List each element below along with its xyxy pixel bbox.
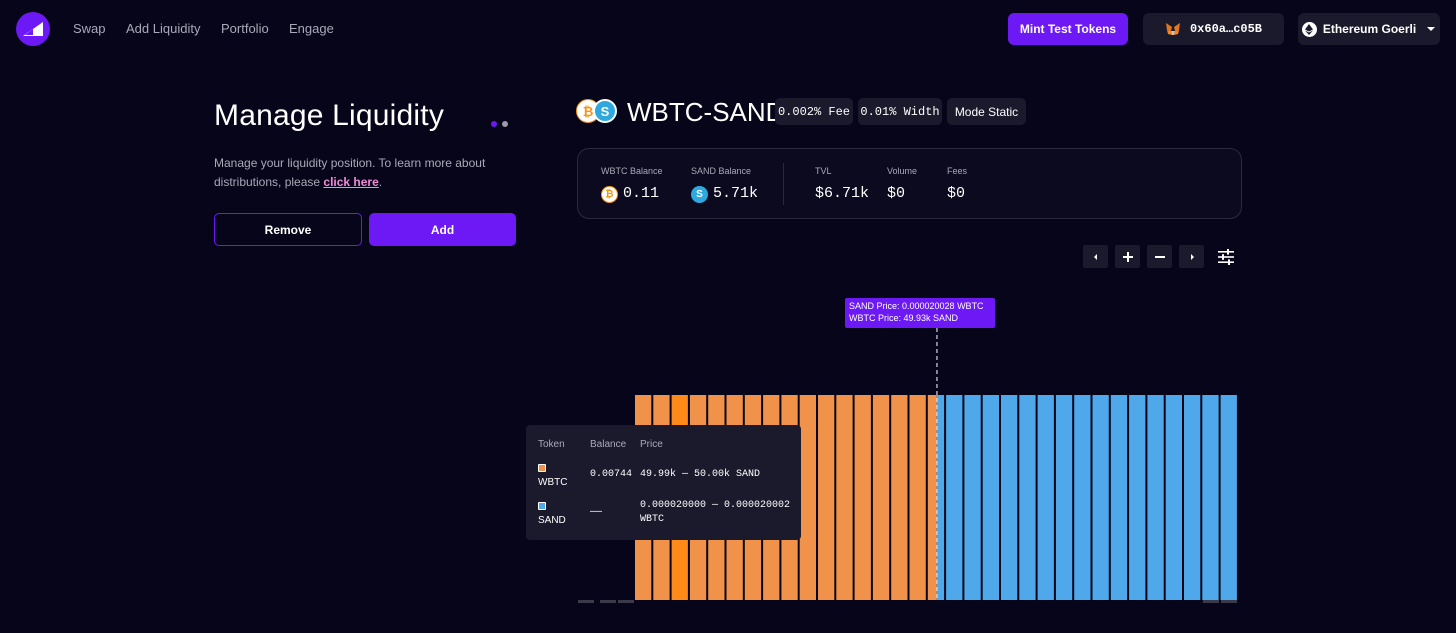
mode-badge: Mode Static bbox=[947, 98, 1026, 125]
sand-bin-bar bbox=[982, 395, 999, 600]
axis-tick bbox=[1221, 600, 1237, 603]
pool-stats-card: WBTC Balance ₿ 0.11 SAND Balance S 5.71k… bbox=[577, 148, 1242, 219]
description-text: Manage your liquidity position. To learn… bbox=[214, 156, 486, 189]
sand-price-text: SAND Price: 0.000020028 WBTC bbox=[849, 301, 984, 311]
wbtc-price-text: WBTC Price: 49.93k SAND bbox=[849, 313, 959, 323]
wbtc-bin-bar bbox=[818, 395, 835, 600]
sand-balance-label: SAND Balance bbox=[691, 166, 752, 176]
axis-tick bbox=[578, 600, 594, 603]
wbtc-bin-bar bbox=[872, 395, 890, 600]
wallet-address: 0x60a…c05B bbox=[1189, 22, 1262, 36]
sand-balance-value: 5.71k bbox=[713, 185, 759, 202]
tooltip-row-price: 49.99k — 50.00k SAND bbox=[640, 469, 761, 480]
stats-divider bbox=[783, 163, 784, 205]
minus-icon bbox=[1154, 255, 1165, 258]
width-badge: 0.01% Width bbox=[858, 98, 942, 125]
description-end: . bbox=[378, 175, 383, 189]
pair-token-icons: ₿ S bbox=[576, 99, 618, 125]
sand-icon: S bbox=[691, 186, 708, 203]
tooltip-row-balance: —— bbox=[590, 507, 603, 518]
wbtc-bin-bar bbox=[891, 395, 908, 600]
sand-bin-bar bbox=[964, 395, 981, 600]
add-button[interactable]: Add bbox=[369, 213, 516, 246]
axis-tick bbox=[600, 600, 616, 603]
sand-bin-bar bbox=[1074, 395, 1091, 600]
axis-tick bbox=[1203, 600, 1219, 603]
pan-right-button[interactable] bbox=[1179, 245, 1204, 268]
chevron-left-icon bbox=[1093, 253, 1097, 260]
tooltip-header-balance: Balance bbox=[590, 439, 627, 450]
sand-bin-bar bbox=[1165, 395, 1182, 600]
volume-value: $0 bbox=[887, 185, 906, 202]
tooltip-row-token: SAND bbox=[538, 515, 566, 526]
tooltip-row-token: WBTC bbox=[538, 477, 568, 488]
tooltip-header-price: Price bbox=[640, 439, 663, 450]
pair-title: WBTC-SAND bbox=[627, 97, 785, 127]
sand-bin-bar bbox=[1037, 395, 1054, 600]
sand-icon: S bbox=[593, 99, 617, 123]
fee-badge: 0.002% Fee bbox=[775, 98, 853, 125]
nav-add-liquidity[interactable]: Add Liquidity bbox=[126, 21, 201, 36]
fees-label: Fees bbox=[947, 166, 968, 176]
logo-icon bbox=[23, 22, 43, 36]
chevron-right-icon bbox=[1190, 253, 1194, 260]
axis-tick bbox=[618, 600, 634, 603]
wbtc-balance-value: 0.11 bbox=[623, 185, 660, 202]
page-title: Manage Liquidity bbox=[214, 99, 445, 132]
step-dot bbox=[502, 121, 508, 127]
tooltip-row-balance: 0.00744 bbox=[590, 469, 633, 480]
metamask-fox-icon bbox=[1165, 23, 1180, 35]
active-bin-sand-part bbox=[936, 395, 945, 600]
fees-value: $0 bbox=[947, 185, 966, 202]
active-bin-wbtc-part bbox=[927, 395, 937, 600]
sand-bin-bar bbox=[946, 395, 963, 600]
remove-button[interactable]: Remove bbox=[214, 213, 362, 246]
mint-test-tokens-button[interactable]: Mint Test Tokens bbox=[1008, 13, 1128, 45]
sand-bin-bar bbox=[1019, 395, 1036, 600]
sand-bin-bar bbox=[1147, 395, 1164, 600]
app-logo[interactable] bbox=[16, 12, 50, 46]
zoom-in-button[interactable] bbox=[1115, 245, 1140, 268]
nav-engage[interactable]: Engage bbox=[289, 21, 334, 36]
zoom-out-button[interactable] bbox=[1147, 245, 1172, 268]
tooltip-row-price: 0.000020000 — 0.000020002 WBTC bbox=[640, 500, 791, 525]
nav-portfolio[interactable]: Portfolio bbox=[221, 21, 269, 36]
pan-left-button[interactable] bbox=[1083, 245, 1108, 268]
ethereum-icon bbox=[1301, 21, 1317, 37]
page-description: Manage your liquidity position. To learn… bbox=[214, 154, 514, 192]
wbtc-bin-bar bbox=[799, 395, 816, 600]
wbtc-bin-bar bbox=[836, 395, 853, 600]
sand-bin-bar bbox=[1129, 395, 1146, 600]
tvl-label: TVL bbox=[815, 166, 832, 176]
wbtc-bin-bar bbox=[854, 395, 871, 600]
sand-bin-bar bbox=[1055, 395, 1073, 600]
wbtc-icon: ₿ bbox=[601, 186, 618, 203]
tooltip-header-token: Token bbox=[538, 439, 565, 450]
step-dot-active bbox=[491, 121, 497, 127]
sand-bin-bar bbox=[1001, 395, 1018, 600]
nav-swap[interactable]: Swap bbox=[73, 21, 106, 36]
sand-bin-bar bbox=[1202, 395, 1219, 600]
step-indicator bbox=[491, 121, 508, 127]
current-price-tooltip: SAND Price: 0.000020028 WBTC WBTC Price:… bbox=[845, 298, 995, 328]
sand-bin-bar bbox=[1184, 395, 1201, 600]
sliders-settings-icon[interactable] bbox=[1216, 247, 1236, 267]
chevron-down-icon bbox=[1427, 27, 1436, 31]
sand-bin-bar bbox=[1110, 395, 1128, 600]
wbtc-bin-bar bbox=[909, 395, 926, 600]
network-label: Ethereum Goerli bbox=[1322, 22, 1417, 36]
bin-details-tooltip: Token Balance Price WBTC 0.00744 49.99k … bbox=[526, 425, 801, 540]
network-selector[interactable]: Ethereum Goerli bbox=[1298, 13, 1440, 45]
tvl-value: $6.71k bbox=[815, 185, 870, 202]
wbtc-balance-label: WBTC Balance bbox=[601, 166, 663, 176]
click-here-link[interactable]: click here bbox=[323, 175, 379, 189]
sand-bin-bar bbox=[1220, 395, 1237, 600]
volume-label: Volume bbox=[887, 166, 918, 176]
sand-bin-bar bbox=[1092, 395, 1109, 600]
sand-swatch bbox=[538, 502, 546, 510]
plus-icon bbox=[1122, 251, 1133, 262]
wbtc-swatch bbox=[538, 464, 546, 472]
wallet-button[interactable]: 0x60a…c05B bbox=[1143, 13, 1284, 45]
